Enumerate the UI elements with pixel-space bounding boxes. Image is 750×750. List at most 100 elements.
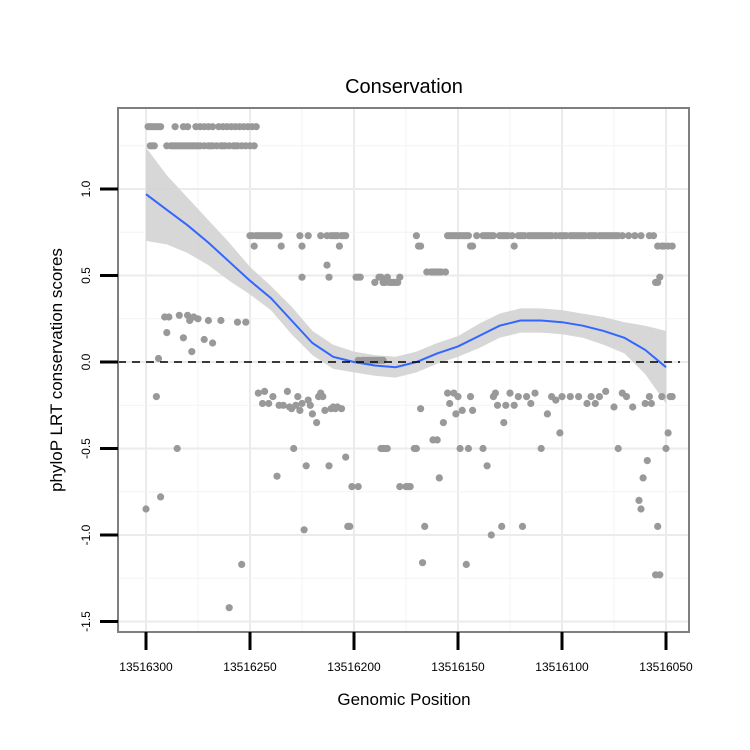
data-point <box>662 444 670 453</box>
data-point <box>342 232 350 240</box>
loess-fit-line <box>145 193 667 369</box>
data-point <box>419 559 427 567</box>
data-point <box>277 242 285 250</box>
data-point <box>163 329 171 337</box>
data-point <box>412 444 420 453</box>
chart-title: Conservation <box>345 76 463 98</box>
data-point <box>502 401 510 409</box>
data-point <box>456 444 464 453</box>
data-point <box>433 436 441 444</box>
data-point <box>238 560 246 569</box>
y-tick-label: 0.5 <box>79 267 93 284</box>
data-point <box>406 483 414 491</box>
confidence-ribbon-layer <box>146 147 666 404</box>
data-point <box>483 462 491 470</box>
data-point <box>154 354 163 363</box>
x-tick-label: 13516200 <box>327 660 381 674</box>
data-point <box>308 410 316 418</box>
data-point <box>348 483 356 491</box>
data-point <box>452 410 460 418</box>
data-point <box>298 399 306 408</box>
data-point <box>637 505 645 513</box>
y-tick-label: -0.5 <box>79 438 93 459</box>
y-tick-label: -1.0 <box>79 524 93 545</box>
data-point <box>292 401 300 409</box>
data-point <box>273 472 281 480</box>
data-point <box>200 335 208 344</box>
data-point <box>610 403 618 411</box>
data-point <box>142 505 150 513</box>
data-point <box>173 444 181 453</box>
data-point <box>298 273 306 281</box>
data-point <box>435 474 443 482</box>
data-point <box>171 123 179 131</box>
data-point <box>462 560 470 569</box>
data-point <box>290 444 298 453</box>
data-point <box>254 389 262 397</box>
data-point <box>275 232 283 240</box>
data-point <box>508 232 516 240</box>
data-point <box>296 406 304 414</box>
data-point <box>175 311 183 319</box>
data-point <box>354 483 362 491</box>
data-point <box>194 315 202 323</box>
data-point <box>412 232 420 240</box>
data-point <box>618 232 626 240</box>
data-point <box>157 123 165 131</box>
data-point <box>319 393 327 401</box>
data-point <box>417 405 425 413</box>
data-point <box>261 387 269 395</box>
data-point <box>242 318 250 326</box>
data-point <box>396 483 404 491</box>
fit-line-layer <box>145 193 667 369</box>
data-point <box>654 522 662 531</box>
data-point <box>656 273 664 281</box>
x-axis: 13516300 13516250 13516200 13516150 13516100… <box>119 632 693 674</box>
data-point <box>489 232 497 240</box>
data-point <box>152 393 160 401</box>
data-point <box>439 419 447 427</box>
data-point <box>304 232 312 240</box>
data-point <box>204 316 212 325</box>
data-point <box>325 273 333 281</box>
confidence-ribbon <box>146 147 666 404</box>
data-point <box>527 399 535 408</box>
data-point <box>631 232 639 240</box>
data-point <box>184 123 192 131</box>
data-point <box>491 389 499 397</box>
data-point <box>614 444 622 453</box>
x-axis-label: Genomic Position <box>337 690 470 709</box>
data-point <box>300 526 308 534</box>
x-tick-label: 13516150 <box>431 660 485 674</box>
data-point <box>165 313 173 321</box>
data-point <box>510 401 518 409</box>
data-point <box>591 399 599 408</box>
x-tick-label: 13516050 <box>639 660 693 674</box>
data-point <box>514 393 522 401</box>
data-point <box>464 232 472 240</box>
y-tick-label: -1.5 <box>79 611 93 632</box>
data-point <box>252 123 260 131</box>
data-point <box>622 393 631 401</box>
data-point <box>587 393 595 401</box>
data-point <box>645 393 654 401</box>
data-point <box>454 393 462 401</box>
data-point <box>523 393 531 401</box>
data-point <box>575 393 583 401</box>
x-tick-label: 13516100 <box>535 660 589 674</box>
data-point <box>602 387 610 395</box>
data-point <box>346 522 354 531</box>
data-point <box>458 406 466 414</box>
data-points-layer <box>142 123 676 612</box>
data-point <box>473 232 481 240</box>
data-point <box>479 444 487 453</box>
y-tick-label: 1.0 <box>79 180 93 197</box>
data-point <box>294 393 302 401</box>
data-point <box>543 410 552 418</box>
data-point <box>396 273 404 281</box>
data-point <box>383 444 391 453</box>
data-point <box>321 406 329 414</box>
data-point <box>356 273 364 281</box>
